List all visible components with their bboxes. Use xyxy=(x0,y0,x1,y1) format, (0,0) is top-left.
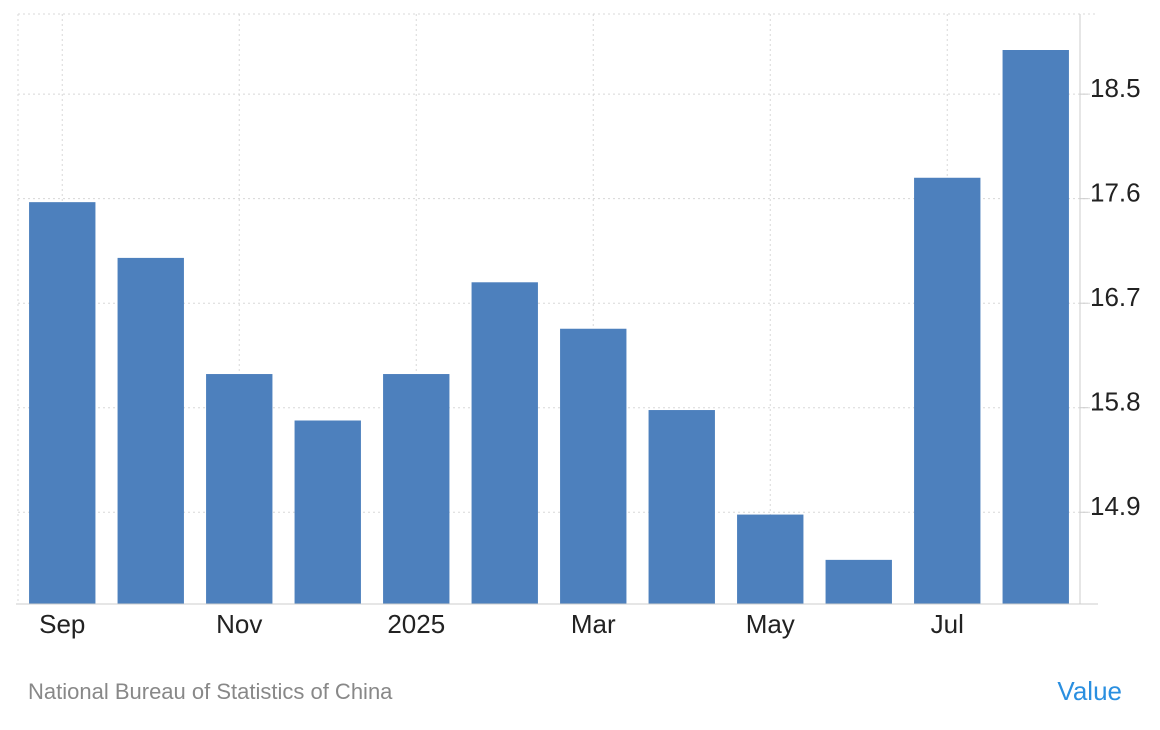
bar xyxy=(560,328,627,604)
bar xyxy=(471,282,538,604)
bar xyxy=(117,257,184,604)
y-tick-label: 17.6 xyxy=(1090,178,1141,208)
bar xyxy=(206,374,273,604)
bar xyxy=(648,410,715,604)
bar xyxy=(825,559,892,604)
x-tick-label: Mar xyxy=(571,609,616,639)
bar xyxy=(737,514,804,604)
bar xyxy=(914,177,981,605)
bar xyxy=(383,374,450,604)
x-tick-label: Jul xyxy=(931,609,964,639)
source: National Bureau of Statistics of China xyxy=(28,679,393,704)
x-tick-label: May xyxy=(746,609,795,639)
y-tick-label: 18.5 xyxy=(1090,73,1141,103)
value-link[interactable]: Value xyxy=(1057,676,1122,706)
y-tick-label: 16.7 xyxy=(1090,282,1141,312)
bar xyxy=(1002,50,1069,605)
x-tick-label: 2025 xyxy=(387,609,445,639)
bar xyxy=(294,420,361,604)
x-tick-label: Sep xyxy=(39,609,85,639)
bar xyxy=(29,202,96,605)
y-tick-label: 14.9 xyxy=(1090,491,1141,521)
x-tick-label: Nov xyxy=(216,609,262,639)
y-tick-label: 15.8 xyxy=(1090,387,1141,417)
